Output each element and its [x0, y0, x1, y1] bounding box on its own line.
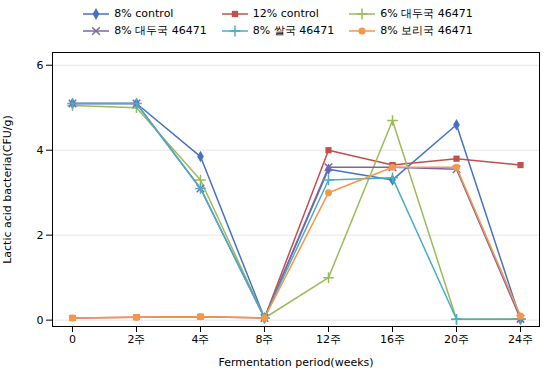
svg-text:0: 0 [69, 333, 76, 346]
html-text:12% control: 12% control [252, 7, 319, 20]
svg-text:16주: 16주 [380, 333, 405, 346]
svg-text:8주: 8주 [256, 333, 274, 346]
html-text:8% 보리국 46471: 8% 보리국 46471 [380, 24, 473, 37]
html-text:8% control: 8% control [114, 7, 174, 20]
svg-text:6: 6 [37, 59, 44, 72]
svg-text:4: 4 [37, 144, 44, 157]
svg-text:2주: 2주 [128, 333, 146, 346]
svg-text:0: 0 [37, 314, 44, 327]
svg-text:Fermentation period(weeks): Fermentation period(weeks) [218, 356, 373, 369]
svg-text:Lactic acid bacteria(CFU/g): Lactic acid bacteria(CFU/g) [1, 115, 14, 264]
svg-text:24주: 24주 [508, 333, 533, 346]
html-text:6% 대두국 46471: 6% 대두국 46471 [380, 7, 473, 20]
svg-text:4주: 4주 [192, 333, 210, 346]
svg-text:12주: 12주 [316, 333, 341, 346]
html-text:8% 쌀국 46471: 8% 쌀국 46471 [252, 24, 335, 37]
html-text:8% 대두국 46471: 8% 대두국 46471 [114, 24, 207, 37]
svg-text:20주: 20주 [444, 333, 469, 346]
svg-text:2: 2 [37, 229, 44, 242]
